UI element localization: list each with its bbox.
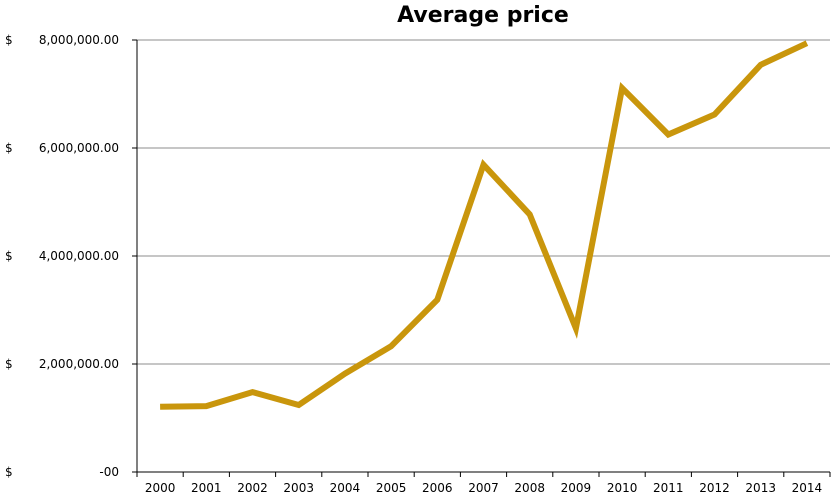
y-tick-currency-symbol: $ xyxy=(5,465,13,479)
data-point xyxy=(668,134,669,135)
data-point xyxy=(298,405,299,406)
y-tick-currency-symbol: $ xyxy=(5,33,13,47)
x-tick-label: 2003 xyxy=(283,481,314,494)
y-tick-label: 4,000,000.00 xyxy=(39,249,119,263)
chart-title: Average price xyxy=(397,3,569,28)
x-tick-label: 2009 xyxy=(561,481,592,494)
x-tick-label: 2013 xyxy=(745,481,776,494)
axes xyxy=(132,39,831,477)
x-tick-label: 2002 xyxy=(237,481,268,494)
x-tick-label: 2004 xyxy=(330,481,361,494)
y-tick-label: 2,000,000.00 xyxy=(39,357,119,371)
data-point xyxy=(344,373,345,374)
data-point xyxy=(252,392,253,393)
series-line xyxy=(160,40,809,410)
grid-lines xyxy=(137,39,830,365)
data-point xyxy=(714,114,715,115)
x-tick-label: 2006 xyxy=(422,481,453,494)
x-tick-label: 2000 xyxy=(145,481,176,494)
y-axis-tick-labels: $ -00 $ 2,000,000.00 $ 4,000,000.00 $ 6,000,000… xyxy=(5,33,119,479)
y-tick-label: 6,000,000.00 xyxy=(39,141,119,155)
data-point xyxy=(575,328,576,329)
data-point xyxy=(483,164,484,165)
x-tick-label: 2001 xyxy=(191,481,222,494)
y-tick-currency-symbol: $ xyxy=(5,249,13,263)
series-layer xyxy=(160,40,809,410)
x-tick-label: 2005 xyxy=(376,481,407,494)
x-tick-label: 2012 xyxy=(699,481,730,494)
x-tick-label: 2007 xyxy=(468,481,499,494)
y-tick-label: 8,000,000.00 xyxy=(39,33,119,47)
data-point xyxy=(622,88,623,89)
y-tick-currency-symbol: $ xyxy=(5,141,13,155)
x-tick-label: 2010 xyxy=(607,481,638,494)
data-point xyxy=(160,406,161,407)
data-point xyxy=(806,43,807,44)
data-point xyxy=(529,214,530,215)
x-axis-tick-labels: 2000 2001 2002 2003 2004 2005 2006 2007 2008 2009… xyxy=(145,481,822,494)
x-tick-label: 2008 xyxy=(514,481,545,494)
data-point xyxy=(391,346,392,347)
x-tick-label: 2011 xyxy=(653,481,684,494)
y-tick-label: -00 xyxy=(99,465,119,479)
data-point xyxy=(437,299,438,300)
y-tick-currency-symbol: $ xyxy=(5,357,13,371)
data-point xyxy=(760,64,761,65)
x-tick-label: 2014 xyxy=(792,481,823,494)
data-point xyxy=(206,406,207,407)
